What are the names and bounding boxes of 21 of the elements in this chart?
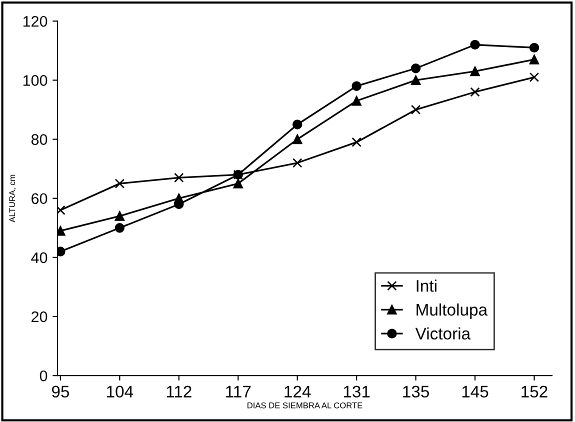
x-tick-label: 131 (344, 386, 370, 398)
x-tick-label: 112 (166, 386, 192, 398)
legend-label: Victoria (415, 327, 471, 340)
y-tick-label: 40 (31, 252, 48, 264)
y-axis-title: ALTURA, cm (9, 174, 16, 222)
y-tick-label: 80 (31, 134, 48, 145)
y-tick-label: 20 (32, 311, 48, 322)
y-tick-label: 60 (32, 193, 48, 204)
x-tick-label: 124 (284, 386, 311, 398)
x-tick-label: 104 (107, 386, 134, 398)
x-tick-label: 117 (226, 386, 251, 398)
y-tick-label: 0 (40, 370, 48, 382)
legend-label: Inti (416, 280, 436, 292)
x-tick-label: 95 (52, 386, 70, 398)
x-tick-label: 145 (462, 386, 488, 398)
y-tick-label: 120 (23, 16, 48, 27)
x-tick-label: 152 (522, 386, 548, 398)
x-tick-label: 135 (403, 386, 429, 398)
legend-label: Multolupa (416, 303, 488, 319)
x-axis-title: DIAS DE SIEMBRA AL CORTE (248, 402, 362, 408)
y-tick-label: 100 (23, 75, 48, 86)
